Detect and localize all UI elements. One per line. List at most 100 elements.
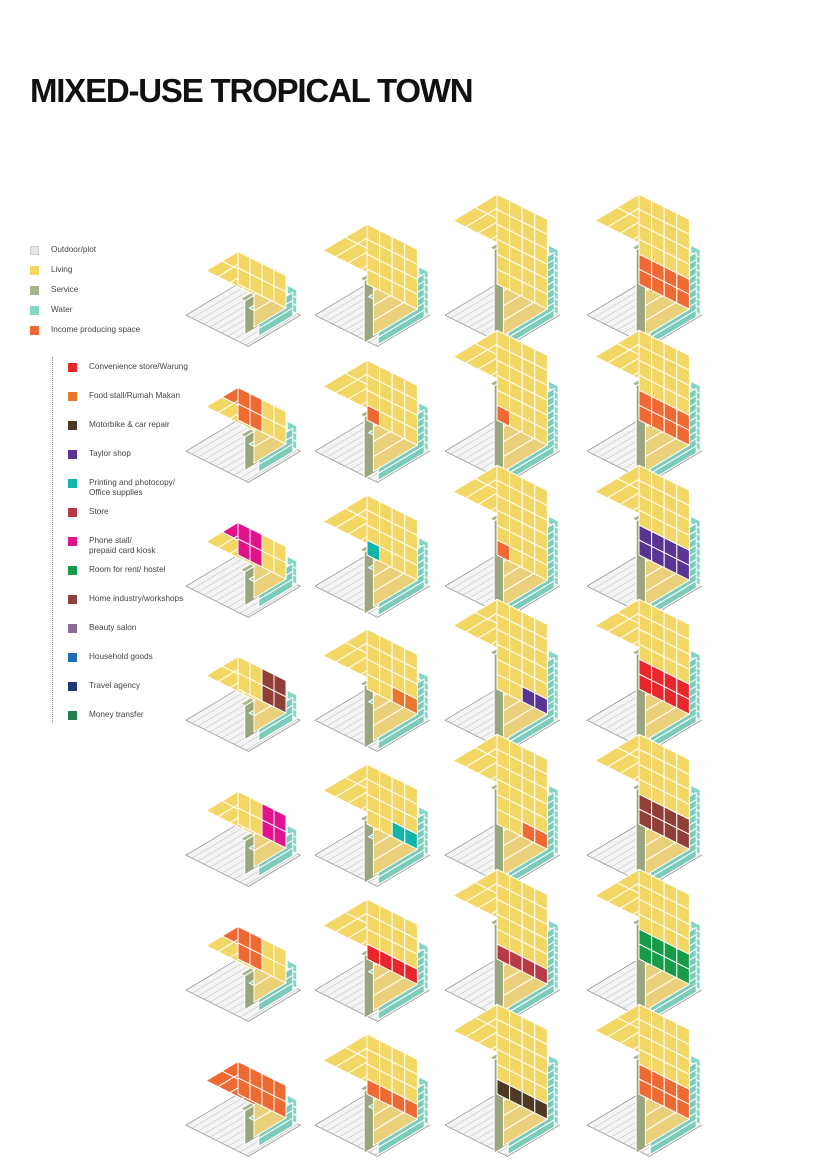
plot-hatch [191,422,245,455]
legend-label: Home industry/workshops [89,594,184,603]
block-front [404,242,418,265]
plot-hatch [191,286,245,319]
water-column [418,1076,429,1090]
water-column [690,784,701,798]
legend-swatch [68,682,77,691]
legend-secondary: Convenience store/Warung Food stall/Rumah… [0,0,220,740]
legend-label: Motorbike & car repair [89,420,170,429]
block-front [534,483,548,506]
legend-label: Convenience store/Warung [89,362,188,371]
block-front [534,1022,548,1045]
building-diagram [185,522,301,618]
water-column [690,380,701,394]
building-diagram [444,598,560,752]
legend-swatch [68,653,77,662]
water-column [548,244,559,258]
block-front [676,887,690,910]
water-column [548,919,559,933]
legend-label: Beauty salon [89,623,137,632]
building-diagram [314,494,430,618]
building-diagram [314,763,430,887]
building-diagram [314,1033,430,1157]
plot-hatch [245,313,299,346]
legend-label: Income producing space [51,325,141,334]
legend-swatch [68,392,77,401]
legend-swatch [68,479,77,488]
plot-hatch [245,718,299,751]
legend-swatch [68,508,77,517]
plot-hatch [191,961,245,994]
block-front [676,212,690,235]
building-diagram [444,1003,560,1157]
legend-swatch [30,326,39,335]
water-column [548,784,559,798]
page-title: MIXED-USE TROPICAL TOWN [30,72,474,109]
block-front [534,348,548,371]
building-diagram [586,733,702,887]
building-diagram [185,656,301,752]
water-column [548,515,559,529]
block-front [676,348,690,371]
building-diagram [185,1061,301,1157]
plot-hatch [197,1099,251,1132]
block-front [404,1052,418,1075]
legend-use-item-printing: Printing and photocopy/ Office supplies [68,478,175,498]
plot-hatch [197,425,251,458]
water-column [418,537,429,551]
legend-item-service: Service [30,285,78,295]
water-column [418,402,429,416]
block-front [273,674,287,698]
building-diagram [586,329,702,483]
water-column [690,919,701,933]
legend-use-item-taylor: Taylor shop [68,449,131,459]
block-front [273,269,287,293]
block-front [273,1079,287,1103]
water-column [548,380,559,394]
block-front [534,887,548,910]
legend-use-item-motorbike: Motorbike & car repair [68,420,170,430]
legend-swatch [68,624,77,633]
legend-label: Travel agency [89,681,141,690]
water-column [418,806,429,820]
legend-label: Phone stall/ prepaid card kiosk [89,536,156,555]
block-front [676,752,690,775]
building-diagram [586,464,702,618]
building-diagram [185,251,301,347]
plot-hatch [245,449,299,482]
water-column [286,824,298,839]
legend-use-item-home_industry: Home industry/workshops [68,594,183,604]
building-diagram [586,1003,702,1157]
plot-hatch [197,694,251,727]
water-column [286,959,298,974]
block-front [404,513,418,536]
legend-use-item-room: Room for rent/ hostel [68,565,165,575]
legend-label: Water [51,305,73,314]
water-column [286,1094,298,1109]
plot-hatch [245,853,299,886]
legend-bracket-line [52,357,53,723]
plot-hatch [191,1096,245,1129]
water-column [690,244,701,258]
water-column [690,1054,701,1068]
block-front [273,540,287,564]
building-diagram [444,733,560,887]
legend-use-item-store: Store [68,507,109,517]
building-diagram [185,387,301,483]
plot-hatch [197,829,251,862]
water-column [418,671,429,685]
block-front [404,917,418,940]
legend-label: Food stall/Rumah Makan [89,391,181,400]
building-diagram [586,193,702,347]
legend-use-item-food: Food stall/Rumah Makan [68,391,180,401]
plot-hatch [197,289,251,322]
building-diagram [185,791,301,887]
legend-swatch [68,595,77,604]
water-column [548,1054,559,1068]
legend-swatch [68,566,77,575]
legend-use-item-travel: Travel agency [68,681,140,691]
block-front [404,782,418,805]
water-column [418,941,429,955]
plot-hatch [191,557,245,590]
water-column [690,515,701,529]
